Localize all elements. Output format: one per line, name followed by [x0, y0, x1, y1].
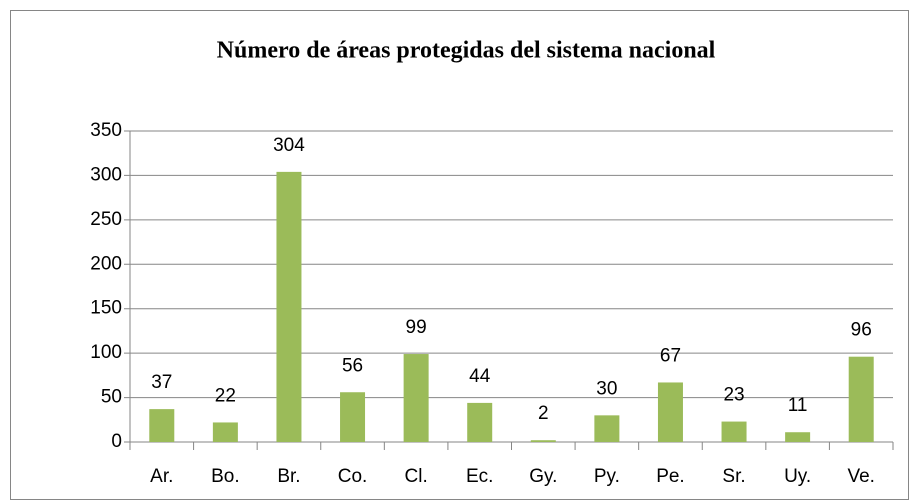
- data-label: 304: [273, 135, 305, 156]
- y-tick-label: 150: [90, 298, 122, 319]
- x-tick-label: Pe.: [656, 466, 685, 487]
- data-label: 37: [151, 372, 172, 393]
- x-tick-label: Ec.: [466, 466, 493, 487]
- x-tick-label: Uy.: [784, 466, 811, 487]
- y-tick-label: 300: [90, 164, 122, 185]
- bar: [467, 402, 493, 442]
- x-tick-label: Gy.: [529, 466, 557, 487]
- bar: [340, 392, 366, 442]
- y-tick-label: 250: [90, 209, 122, 230]
- y-tick-label: 200: [90, 253, 122, 274]
- x-tick-label: Py.: [594, 466, 620, 487]
- data-label: 67: [660, 345, 681, 366]
- bar: [403, 354, 429, 442]
- data-label: 22: [215, 385, 236, 406]
- bar: [657, 382, 683, 442]
- data-label: 2: [538, 403, 549, 424]
- y-tick-label: 0: [111, 431, 122, 452]
- data-label: 11: [788, 395, 808, 416]
- x-tick-label: Cl.: [405, 466, 428, 487]
- data-label: 23: [723, 385, 744, 406]
- data-label: 56: [342, 355, 363, 376]
- data-label: 99: [406, 317, 427, 338]
- x-tick-label: Sr.: [722, 466, 745, 487]
- chart-border: [10, 10, 909, 500]
- bar: [721, 421, 747, 442]
- bar: [530, 440, 556, 442]
- data-label: 96: [851, 320, 872, 341]
- x-tick-label: Ve.: [847, 466, 874, 487]
- x-tick-label: Ar.: [150, 466, 173, 487]
- chart-title: Número de áreas protegidas del sistema n…: [217, 38, 716, 64]
- bar: [212, 422, 238, 442]
- data-label: 30: [596, 378, 617, 399]
- y-tick-label: 100: [90, 342, 122, 363]
- bar: [785, 432, 811, 442]
- bar: [149, 409, 175, 442]
- x-tick-label: Co.: [338, 466, 368, 487]
- bar: [848, 356, 874, 442]
- y-tick-label: 50: [101, 387, 122, 408]
- bar: [594, 415, 620, 442]
- x-tick-label: Bo.: [211, 466, 240, 487]
- bar: [276, 171, 302, 443]
- data-label: 44: [469, 366, 491, 387]
- y-tick-label: 350: [90, 120, 122, 141]
- x-tick-label: Br.: [277, 466, 300, 487]
